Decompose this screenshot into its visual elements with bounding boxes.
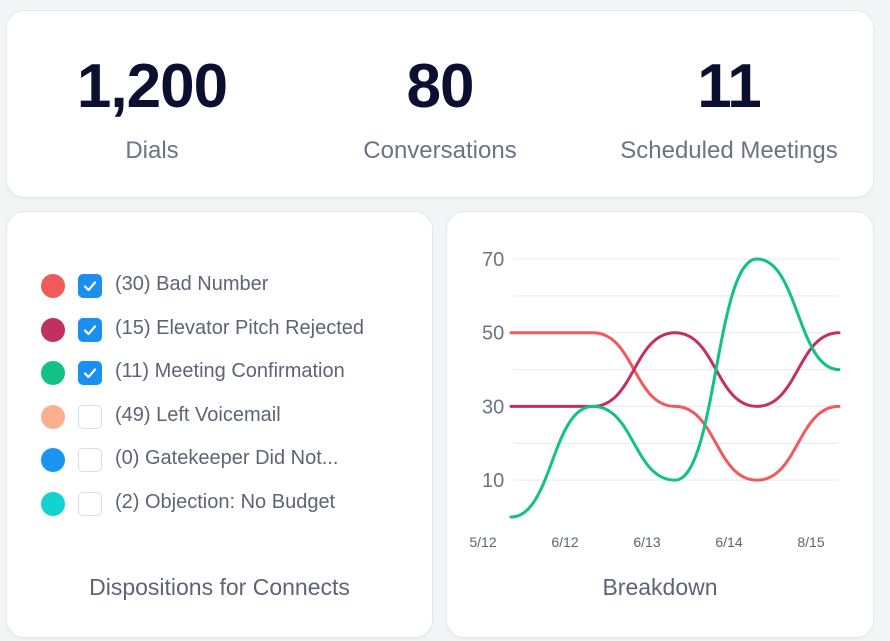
color-dot-icon <box>41 448 65 472</box>
breakdown-chart: 70 50 30 10 5/12 6/12 6/13 6/14 8/15 <box>469 249 841 550</box>
disposition-label: (0) Gatekeeper Did Not... <box>115 447 339 469</box>
disposition-item[interactable]: (2) Objection: No Budget <box>41 490 431 518</box>
disposition-checkbox[interactable] <box>78 405 102 429</box>
x-tick-label: 6/14 <box>715 534 742 550</box>
series-line-2 <box>509 257 841 519</box>
disposition-item[interactable]: (0) Gatekeeper Did Not... <box>41 446 431 474</box>
y-tick-label: 10 <box>482 470 504 492</box>
checkmark-icon <box>83 325 97 336</box>
disposition-label: (49) Left Voicemail <box>115 404 281 426</box>
series-line-1 <box>509 331 841 408</box>
stat-value: 11 <box>697 52 762 121</box>
disposition-item[interactable]: (11) Meeting Confirmation <box>41 359 431 387</box>
stat-label: Conversations <box>363 137 517 164</box>
checkmark-icon <box>83 368 97 379</box>
x-tick-label: 8/15 <box>797 534 824 550</box>
color-dot-icon <box>41 318 65 342</box>
dispositions-card: (30) Bad Number (15) Elevator Pitch Rejec… <box>6 211 433 638</box>
disposition-checkbox[interactable] <box>78 318 102 342</box>
breakdown-title: Breakdown <box>602 574 718 600</box>
disposition-checkbox[interactable] <box>78 448 102 472</box>
color-dot-icon <box>41 405 65 429</box>
series-line-0 <box>509 331 841 482</box>
stat-label: Dials <box>125 137 179 164</box>
disposition-item[interactable]: (15) Elevator Pitch Rejected <box>41 316 431 344</box>
y-tick-label: 30 <box>482 396 504 418</box>
stats-card: 1,200 Dials 80 Conversations 11 Schedule… <box>6 10 874 198</box>
disposition-label: (11) Meeting Confirmation <box>115 360 345 382</box>
stat-value: 80 <box>406 52 475 121</box>
color-dot-icon <box>41 492 65 516</box>
dispositions-title: Dispositions for Connects <box>89 574 350 600</box>
x-tick-label: 5/12 <box>469 534 496 550</box>
x-tick-label: 6/13 <box>633 534 660 550</box>
color-dot-icon <box>41 274 65 298</box>
y-tick-label: 70 <box>482 249 504 271</box>
stat-value: 1,200 <box>76 52 228 121</box>
disposition-label: (2) Objection: No Budget <box>115 491 336 513</box>
disposition-item[interactable]: (49) Left Voicemail <box>41 403 431 431</box>
checkmark-icon <box>83 281 97 292</box>
disposition-label: (15) Elevator Pitch Rejected <box>115 317 365 339</box>
x-tick-label: 6/12 <box>551 534 578 550</box>
disposition-label: (30) Bad Number <box>115 273 269 295</box>
disposition-checkbox[interactable] <box>78 492 102 516</box>
y-tick-label: 50 <box>482 323 504 345</box>
stat-label: Scheduled Meetings <box>620 137 838 164</box>
color-dot-icon <box>41 361 65 385</box>
disposition-item[interactable]: (30) Bad Number <box>41 272 431 300</box>
disposition-checkbox[interactable] <box>78 274 102 298</box>
disposition-checkbox[interactable] <box>78 361 102 385</box>
breakdown-card: 70 50 30 10 5/12 6/12 6/13 6/14 8/15 Breakdown <box>446 211 874 638</box>
